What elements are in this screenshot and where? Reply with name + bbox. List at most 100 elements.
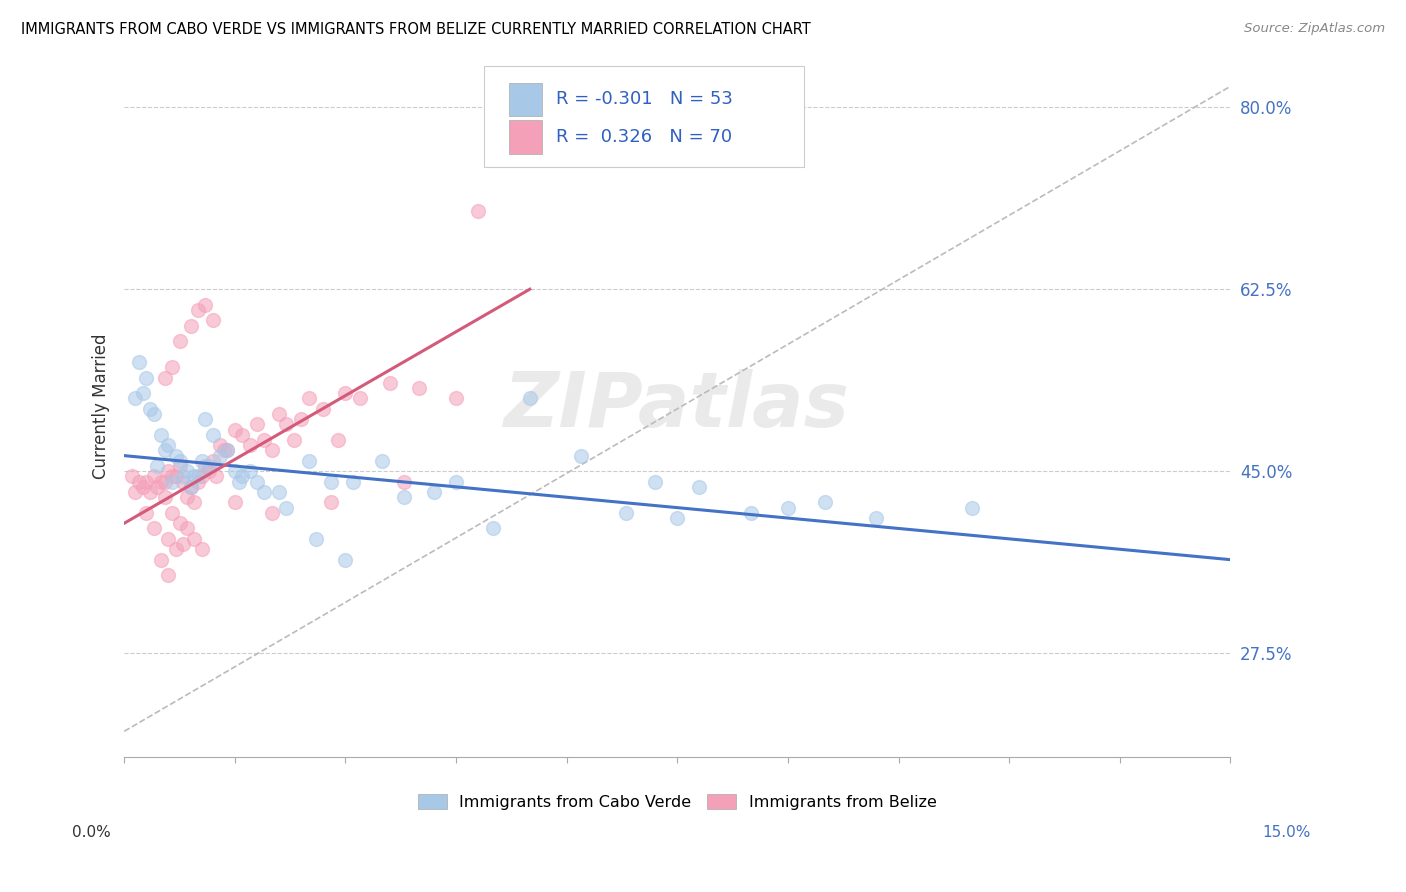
Point [571,449,593,463]
Point [198,458,221,473]
Point [297,454,319,468]
FancyBboxPatch shape [509,120,543,154]
Point [146,458,169,473]
Point [349,392,371,406]
Point [180,318,202,333]
Point [209,449,232,463]
Point [297,392,319,406]
Point [160,506,183,520]
Point [283,433,305,447]
Text: 15.0%: 15.0% [1263,825,1310,840]
Point [205,469,228,483]
Point [519,392,541,406]
Point [160,360,183,375]
Point [260,443,283,458]
Point [740,506,762,520]
Point [231,427,253,442]
Point [135,506,157,520]
Point [962,500,984,515]
Point [160,469,183,483]
Point [666,511,689,525]
Point [194,458,217,473]
Point [150,475,173,489]
Point [172,537,194,551]
Point [246,417,269,432]
Point [267,485,290,500]
Point [224,495,246,509]
Point [128,355,150,369]
Point [165,542,187,557]
Point [183,495,205,509]
Point [121,469,143,483]
Point [239,464,262,478]
Point [169,334,191,349]
Point [157,438,180,452]
Point [146,480,169,494]
Point [342,475,364,489]
Point [217,443,239,458]
Point [305,532,328,546]
Point [312,401,335,416]
Point [319,475,342,489]
Point [124,392,146,406]
Point [139,401,162,416]
Point [644,475,666,489]
Point [201,454,224,468]
Point [394,490,416,504]
Point [160,475,183,489]
Point [688,480,710,494]
Point [224,464,246,478]
Point [190,454,212,468]
Point [267,407,290,421]
Point [187,303,209,318]
Point [150,552,173,566]
Point [482,521,505,535]
Point [180,480,202,494]
FancyBboxPatch shape [509,83,543,116]
Point [128,475,150,489]
Point [246,475,269,489]
Point [157,464,180,478]
Point [228,475,250,489]
Point [153,490,176,504]
Point [142,521,165,535]
Point [142,469,165,483]
Point [124,485,146,500]
Legend: Immigrants from Cabo Verde, Immigrants from Belize: Immigrants from Cabo Verde, Immigrants f… [412,787,943,816]
Text: 0.0%: 0.0% [72,825,111,840]
Point [260,506,283,520]
FancyBboxPatch shape [484,66,804,168]
Point [139,485,162,500]
Point [276,417,298,432]
Point [408,381,430,395]
Point [335,552,357,566]
Point [371,454,394,468]
Point [239,438,262,452]
Point [176,490,198,504]
Point [378,376,401,390]
Point [176,464,198,478]
Point [169,458,191,473]
Point [153,443,176,458]
Point [165,449,187,463]
Point [335,386,357,401]
Text: IMMIGRANTS FROM CABO VERDE VS IMMIGRANTS FROM BELIZE CURRENTLY MARRIED CORRELATI: IMMIGRANTS FROM CABO VERDE VS IMMIGRANTS… [21,22,811,37]
Point [614,506,637,520]
Point [172,475,194,489]
Point [319,495,342,509]
Point [165,469,187,483]
Point [231,469,253,483]
Point [131,386,153,401]
Point [201,313,224,327]
Point [153,370,176,384]
Point [169,454,191,468]
Point [180,480,202,494]
Point [169,516,191,531]
Point [444,392,467,406]
Point [187,469,209,483]
Point [157,568,180,582]
Point [444,475,467,489]
Point [157,532,180,546]
Point [814,495,837,509]
Y-axis label: Currently Married: Currently Married [93,334,110,479]
